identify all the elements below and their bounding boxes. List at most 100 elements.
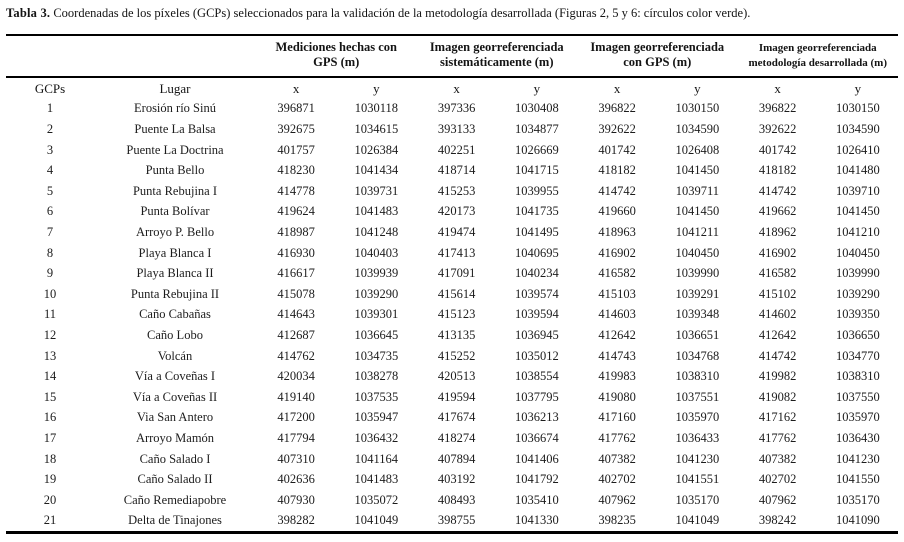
coordinate-value: 1041551 — [675, 472, 720, 487]
coordinate-value: 414742 — [598, 183, 636, 198]
table-row: 18 Caño Salado I 407310 1041164 407894 104140… — [6, 449, 898, 470]
coordinate-value: 1026410 — [836, 142, 880, 157]
lugar-name: Caño Lobo — [147, 328, 203, 342]
gcp-coordinates-table: Mediciones hechas con GPS (m) Imagen geo… — [6, 33, 899, 534]
coordinate-value: 414778 — [277, 183, 315, 198]
coordinate-value: 416902 — [758, 245, 797, 260]
table-body: 1 Erosión río Sinú 396871 1030118 397336 1030… — [6, 98, 898, 532]
coordinate-value: 1041450 — [836, 204, 880, 219]
gcp-number: 20 — [43, 492, 57, 507]
group-header-line: Imagen georreferenciada — [429, 39, 564, 54]
coordinate-value: 419082 — [758, 389, 797, 404]
coordinate-value: 1040695 — [515, 245, 559, 260]
coordinate-value: 401742 — [758, 142, 797, 157]
coordinate-value: 1041434 — [354, 163, 399, 178]
coordinate-value: 1041495 — [515, 225, 559, 240]
coordinate-value: 1041164 — [354, 451, 399, 466]
table-row: 6 Punta Bolívar 419624 1041483 420173 1041735… — [6, 201, 898, 222]
col-header-y: y — [373, 80, 380, 96]
coordinate-value: 398282 — [277, 513, 315, 528]
lugar-name: Arroyo Mamón — [135, 430, 215, 445]
col-header-x: x — [292, 80, 300, 96]
coordinate-value: 1038310 — [836, 369, 880, 384]
coordinate-value: 398755 — [437, 513, 476, 528]
coordinate-value: 1034590 — [836, 122, 880, 137]
coordinate-value: 396822 — [758, 101, 797, 116]
coordinate-value: 396822 — [598, 101, 636, 116]
lugar-name: Playa Blanca I — [138, 245, 212, 260]
coordinate-value: 417162 — [758, 410, 797, 425]
gcp-number: 9 — [46, 266, 54, 281]
coordinate-value: 393133 — [437, 122, 476, 137]
coordinate-value: 1041483 — [354, 472, 399, 487]
coordinate-value: 417091 — [437, 266, 476, 281]
coordinate-value: 418230 — [277, 163, 315, 178]
coordinate-value: 398235 — [598, 513, 636, 528]
coordinate-value: 412687 — [277, 328, 315, 342]
coordinate-value: 1041211 — [675, 225, 720, 240]
table-row: 21 Delta de Tinajones 398282 1041049 398755 1… — [6, 510, 898, 532]
coordinate-value: 1038554 — [515, 369, 559, 384]
table-row: 19 Caño Salado II 402636 1041483 403192 10417… — [6, 469, 898, 490]
gcp-number: 14 — [43, 369, 57, 384]
coordinate-value: 416902 — [598, 245, 636, 260]
coordinate-value: 401742 — [598, 142, 636, 157]
lugar-name: Arroyo P. Bello — [135, 225, 215, 240]
coordinate-value: 1041049 — [354, 513, 399, 528]
lugar-name: Puente La Balsa — [134, 122, 216, 137]
table-row: 7 Arroyo P. Bello 418987 1041248 419474 10414… — [6, 222, 898, 243]
coordinate-value: 1040450 — [836, 245, 880, 260]
coordinate-value: 396871 — [277, 101, 315, 116]
coordinate-value: 1041550 — [836, 472, 880, 487]
coordinate-value: 1035410 — [515, 492, 559, 507]
group-header-line: Imagen georreferenciada — [758, 42, 877, 55]
coordinate-value: 1037535 — [354, 389, 399, 404]
coordinate-value: 402251 — [437, 142, 476, 157]
col-header-y: y — [854, 80, 862, 96]
coordinate-value: 415103 — [598, 286, 636, 301]
coordinate-value: 419474 — [437, 225, 476, 240]
table-row: 20 Caño Remediapobre 407930 1035072 408493 10… — [6, 490, 898, 511]
lugar-name: Punta Rebujina I — [132, 183, 217, 198]
col-header-lugar: Lugar — [159, 80, 191, 96]
coordinate-value: 1041406 — [515, 451, 559, 466]
coordinate-value: 1041090 — [836, 513, 880, 528]
coordinate-value: 1039290 — [354, 286, 399, 301]
lugar-name: Punta Rebujina II — [130, 286, 220, 301]
coordinate-value: 1039710 — [836, 183, 880, 198]
coordinate-value: 1030150 — [675, 101, 720, 116]
group-header-line: metodología desarrollada (m) — [748, 57, 888, 70]
coordinate-value: 1039990 — [675, 266, 720, 281]
coordinate-value: 1035170 — [836, 492, 880, 507]
coordinate-value: 1041210 — [836, 225, 880, 240]
col-header-y: y — [533, 80, 541, 96]
coordinate-value: 1036213 — [515, 410, 559, 425]
coordinate-value: 1040450 — [675, 245, 720, 260]
coordinate-value: 415614 — [437, 286, 476, 301]
gcp-number: 5 — [46, 183, 54, 198]
coordinate-value: 1041230 — [675, 451, 720, 466]
coordinate-value: 402636 — [277, 472, 315, 487]
coordinate-value: 414602 — [758, 307, 797, 322]
coordinate-value: 418274 — [437, 430, 476, 445]
coordinate-value: 415123 — [437, 307, 476, 322]
coordinate-value: 407894 — [437, 451, 476, 466]
coordinate-value: 407310 — [277, 451, 315, 466]
coordinate-value: 418182 — [598, 163, 636, 178]
coordinate-value: 418963 — [598, 225, 636, 240]
coordinate-value: 417413 — [437, 245, 476, 260]
coordinate-value: 1039574 — [515, 286, 559, 301]
coordinate-value: 1041483 — [354, 204, 399, 219]
lugar-name: Erosión río Sinú — [134, 101, 216, 116]
table-row: 4 Punta Bello 418230 1041434 418714 1041715 41… — [6, 160, 898, 181]
col-header-gcps: GCPs — [34, 80, 66, 96]
gcp-number: 19 — [43, 472, 57, 487]
lugar-name: Caño Salado II — [137, 472, 213, 487]
gcp-number: 11 — [43, 307, 57, 322]
coordinate-value: 418962 — [758, 225, 797, 240]
coordinate-value: 1039290 — [836, 286, 880, 301]
lugar-name: Via San Antero — [136, 410, 214, 425]
coordinate-value: 413135 — [437, 328, 476, 342]
coordinate-value: 1041230 — [836, 451, 880, 466]
